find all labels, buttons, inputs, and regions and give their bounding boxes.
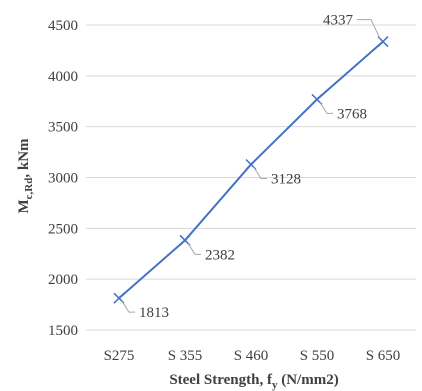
x-tick-label: S275 [104, 348, 135, 364]
data-markers [113, 36, 389, 304]
y-tick-label: 1500 [48, 323, 78, 339]
data-label: 3128 [253, 167, 301, 187]
x-tick-label: S 460 [234, 348, 269, 364]
x-axis-title: Steel Strength, fy (N/mm2) [169, 372, 338, 391]
y-tick-label: 2500 [48, 221, 78, 237]
svg-text:3768: 3768 [337, 106, 367, 122]
y-tick-label: 3000 [48, 171, 78, 187]
data-label: 2382 [187, 243, 235, 263]
y-tick-label: 2000 [48, 272, 78, 288]
data-label: 3768 [319, 102, 367, 122]
data-label: 1813 [121, 300, 169, 321]
data-labels: 1813 2382 3128 3768 4337 [121, 13, 381, 321]
svg-text:4337: 4337 [323, 13, 354, 29]
x-tick-label: S 550 [300, 348, 335, 364]
y-tick-label: 4500 [48, 18, 78, 34]
y-tick-labels: 1500 2000 2500 3000 3500 4000 4500 [48, 18, 78, 339]
y-axis-title: Mc,Rd, kNm [16, 138, 35, 214]
y-tick-label: 3500 [48, 120, 78, 136]
x-tick-label: S 650 [366, 348, 401, 364]
svg-text:1813: 1813 [139, 305, 169, 321]
svg-text:3128: 3128 [271, 171, 301, 187]
x-tick-labels: S275 S 355 S 460 S 550 S 650 [104, 348, 401, 364]
svg-text:2382: 2382 [205, 247, 235, 263]
x-tick-label: S 355 [168, 348, 203, 364]
series-line [118, 40, 384, 299]
y-tick-label: 4000 [48, 69, 78, 85]
data-label: 4337 [323, 13, 381, 39]
